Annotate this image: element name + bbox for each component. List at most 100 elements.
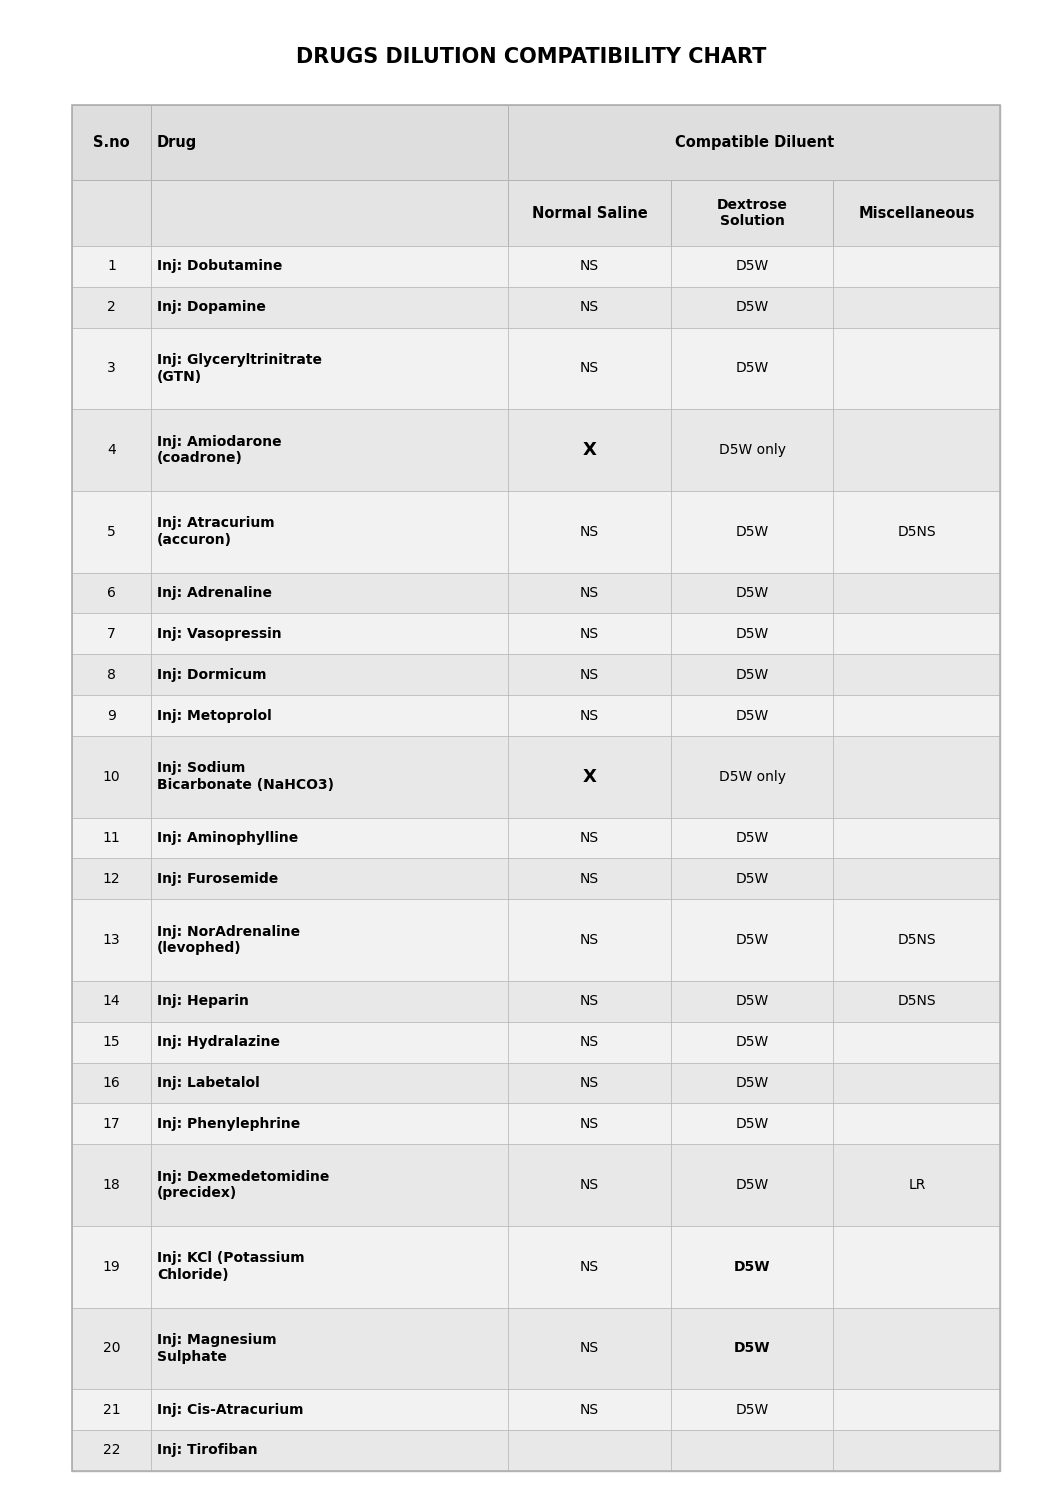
Bar: [151, 1063, 509, 1104]
Text: D5W: D5W: [736, 361, 769, 376]
Bar: [834, 614, 1000, 654]
Bar: [834, 695, 1000, 735]
Bar: [509, 899, 671, 981]
Text: NS: NS: [580, 1260, 599, 1274]
Bar: [151, 735, 509, 818]
Bar: [509, 859, 671, 899]
Text: NS: NS: [580, 361, 599, 376]
Bar: [834, 859, 1000, 899]
Text: D5NS: D5NS: [897, 932, 937, 948]
Text: NS: NS: [580, 708, 599, 722]
Text: 14: 14: [103, 994, 120, 1008]
Text: D5W only: D5W only: [719, 444, 786, 457]
Bar: [509, 409, 671, 490]
Bar: [509, 328, 671, 409]
Text: 20: 20: [103, 1342, 120, 1355]
Bar: [72, 1021, 151, 1063]
Bar: [834, 1104, 1000, 1145]
Text: 18: 18: [103, 1178, 121, 1193]
Text: D5W: D5W: [734, 1342, 770, 1355]
Text: Inj: Heparin: Inj: Heparin: [157, 994, 249, 1008]
Text: D5W: D5W: [736, 832, 769, 845]
Bar: [151, 1430, 509, 1471]
Bar: [151, 818, 509, 859]
Bar: [834, 1021, 1000, 1063]
Text: NS: NS: [580, 932, 599, 948]
Bar: [509, 1145, 671, 1226]
Bar: [834, 409, 1000, 490]
Bar: [509, 1307, 671, 1390]
Bar: [834, 573, 1000, 614]
Bar: [72, 1063, 151, 1104]
Text: D5W: D5W: [734, 1260, 770, 1274]
Text: Inj: Dopamine: Inj: Dopamine: [157, 301, 266, 314]
Bar: [72, 614, 151, 654]
Text: NS: NS: [580, 1342, 599, 1355]
Bar: [72, 409, 151, 490]
Bar: [151, 614, 509, 654]
Bar: [151, 490, 509, 573]
Text: D5W: D5W: [736, 1035, 769, 1050]
Bar: [671, 328, 834, 409]
Text: D5W: D5W: [736, 1117, 769, 1131]
Bar: [72, 818, 151, 859]
Text: D5NS: D5NS: [897, 994, 937, 1008]
Bar: [72, 1390, 151, 1430]
Text: Inj: Dexmedetomidine
(precidex): Inj: Dexmedetomidine (precidex): [157, 1170, 329, 1200]
Bar: [671, 1390, 834, 1430]
Bar: [72, 981, 151, 1021]
Text: 6: 6: [107, 587, 116, 600]
Bar: [72, 573, 151, 614]
Bar: [509, 818, 671, 859]
Text: Inj: Metoprolol: Inj: Metoprolol: [157, 708, 272, 722]
Text: D5W: D5W: [736, 668, 769, 681]
Bar: [509, 180, 671, 247]
Bar: [151, 1145, 509, 1226]
Text: NS: NS: [580, 1117, 599, 1131]
Text: D5W only: D5W only: [719, 770, 786, 784]
Text: NS: NS: [580, 668, 599, 681]
Text: DRUGS DILUTION COMPATIBILITY CHART: DRUGS DILUTION COMPATIBILITY CHART: [296, 47, 766, 68]
Bar: [72, 180, 151, 247]
Text: 7: 7: [107, 627, 116, 641]
Bar: [151, 1021, 509, 1063]
Text: NS: NS: [580, 1403, 599, 1417]
Bar: [509, 490, 671, 573]
Bar: [834, 735, 1000, 818]
Text: Inj: Dormicum: Inj: Dormicum: [157, 668, 267, 681]
Bar: [72, 105, 1000, 1471]
Text: S.no: S.no: [93, 135, 130, 150]
Text: X: X: [583, 441, 597, 459]
Text: D5W: D5W: [736, 708, 769, 722]
Text: 22: 22: [103, 1444, 120, 1457]
Bar: [509, 1226, 671, 1307]
Text: NS: NS: [580, 872, 599, 886]
Bar: [72, 105, 1000, 1471]
Text: 3: 3: [107, 361, 116, 376]
Bar: [509, 614, 671, 654]
Text: D5W: D5W: [736, 1075, 769, 1090]
Text: Inj: Dobutamine: Inj: Dobutamine: [157, 259, 282, 274]
Bar: [834, 899, 1000, 981]
Bar: [671, 573, 834, 614]
Text: Inj: Amiodarone
(coadrone): Inj: Amiodarone (coadrone): [157, 435, 281, 465]
Text: Dextrose
Solution: Dextrose Solution: [717, 199, 788, 229]
Text: Inj: NorAdrenaline
(levophed): Inj: NorAdrenaline (levophed): [157, 925, 301, 955]
Text: D5W: D5W: [736, 872, 769, 886]
Bar: [151, 247, 509, 287]
Bar: [72, 859, 151, 899]
Text: D5W: D5W: [736, 587, 769, 600]
Text: 16: 16: [103, 1075, 121, 1090]
Bar: [834, 654, 1000, 695]
Text: 9: 9: [107, 708, 116, 722]
Bar: [671, 859, 834, 899]
Text: NS: NS: [580, 1075, 599, 1090]
Bar: [671, 981, 834, 1021]
Bar: [671, 1104, 834, 1145]
Text: Inj: Cis-Atracurium: Inj: Cis-Atracurium: [157, 1403, 304, 1417]
Text: D5W: D5W: [736, 1403, 769, 1417]
Text: NS: NS: [580, 1178, 599, 1193]
Bar: [834, 981, 1000, 1021]
Text: 19: 19: [103, 1260, 121, 1274]
Bar: [151, 654, 509, 695]
